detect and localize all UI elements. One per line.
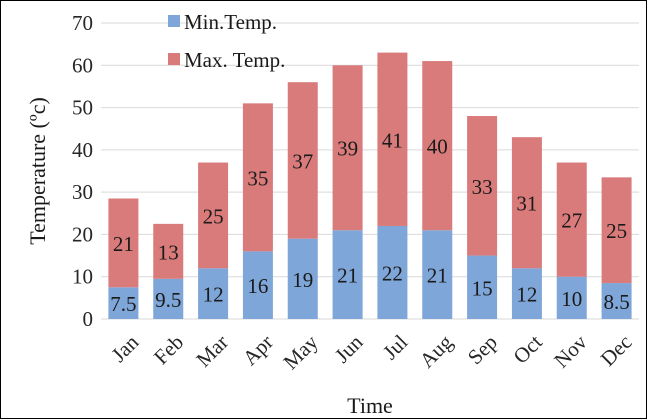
- bar-min-apr: [242, 251, 273, 319]
- x-tick-label: Aug: [415, 330, 458, 373]
- bar-min-mar: [198, 268, 229, 319]
- bar-min-aug: [422, 230, 453, 319]
- data-label: 19: [292, 268, 313, 292]
- bar-max-sep: [467, 116, 498, 256]
- bar-max-nov: [556, 162, 587, 277]
- data-label: 40: [427, 135, 448, 159]
- data-label: 35: [247, 166, 268, 190]
- bar-max-jun: [332, 65, 363, 231]
- data-label: 31: [516, 192, 537, 216]
- x-tick-label: May: [278, 330, 323, 375]
- data-label: 7.5: [110, 292, 136, 316]
- data-label: 9.5: [155, 288, 181, 312]
- x-tick-label: Mar: [191, 330, 233, 372]
- x-axis-ticks: Jan Feb Mar Apr May Jun Jul Aug Sep Oct Nov Dec: [107, 330, 637, 375]
- bar-max-dec: [601, 177, 632, 284]
- y-axis-ticks: 0 10 20 30 40 50 60 70: [72, 11, 93, 331]
- x-tick-label: Oct: [508, 330, 547, 369]
- data-label: 12: [203, 283, 224, 307]
- y-tick-label: 0: [83, 307, 94, 331]
- bar-max-jul: [377, 52, 408, 226]
- data-label: 21: [113, 232, 134, 256]
- y-tick-label: 20: [72, 222, 93, 246]
- data-label: 41: [382, 128, 403, 152]
- y-tick-label: 10: [72, 265, 93, 289]
- bar-max-may: [287, 82, 318, 239]
- data-label: 21: [337, 264, 358, 288]
- bar-max-apr: [242, 103, 273, 252]
- x-tick-label: Jun: [330, 330, 368, 368]
- y-tick-label: 40: [72, 138, 93, 162]
- y-tick-label: 60: [72, 53, 93, 77]
- data-label: 21: [427, 264, 448, 288]
- data-label: 16: [247, 274, 268, 298]
- legend-swatch-max: [168, 53, 180, 65]
- y-tick-label: 70: [72, 11, 93, 35]
- bar-min-jul: [377, 225, 408, 319]
- bar-min-sep: [467, 255, 498, 319]
- bar-min-nov: [556, 276, 587, 319]
- data-label: 22: [382, 261, 403, 285]
- bar-min-feb: [153, 278, 184, 319]
- bars: 7.5 21 9.5 13 12 25 16 35 19 37 21 39 22 41 21 40 15 33 12…: [108, 52, 632, 319]
- data-label: 15: [472, 276, 493, 300]
- y-tick-label: 30: [72, 180, 93, 204]
- y-axis-title: Temperature (ºc): [25, 97, 50, 245]
- x-axis-title: Time: [347, 393, 393, 418]
- bar-max-oct: [511, 137, 542, 269]
- bar-min-may: [287, 238, 318, 319]
- data-label: 33: [472, 175, 493, 199]
- bar-min-dec: [601, 283, 632, 319]
- data-label: 39: [337, 137, 358, 161]
- data-label: 37: [292, 149, 313, 173]
- legend: Min.Temp. Max. Temp.: [168, 10, 285, 72]
- y-tick-label: 50: [72, 96, 93, 120]
- bar-max-feb: [153, 223, 184, 279]
- x-tick-label: Nov: [549, 330, 592, 373]
- data-label: 13: [158, 240, 179, 264]
- legend-label-max: Max. Temp.: [184, 48, 285, 72]
- bar-min-jun: [332, 230, 363, 319]
- bar-max-jan: [108, 198, 139, 288]
- x-tick-label: Jul: [378, 330, 412, 364]
- data-label: 10: [561, 287, 582, 311]
- bar-min-jan: [108, 287, 139, 319]
- bar-max-mar: [198, 162, 229, 269]
- data-label: 27: [561, 209, 582, 233]
- data-label: 25: [203, 204, 224, 228]
- x-tick-label: Jan: [107, 330, 144, 367]
- x-tick-label: Sep: [463, 330, 502, 369]
- bar-min-oct: [511, 268, 542, 319]
- gridlines: [101, 22, 639, 320]
- data-label: 25: [606, 219, 627, 243]
- legend-label-min: Min.Temp.: [184, 10, 277, 34]
- x-tick-label: Feb: [149, 330, 188, 369]
- legend-swatch-min: [168, 15, 180, 27]
- x-tick-label: Dec: [596, 330, 637, 371]
- data-label: 8.5: [603, 290, 629, 314]
- x-tick-label: Apr: [238, 330, 278, 370]
- data-label: 12: [516, 283, 537, 307]
- bar-max-aug: [422, 61, 453, 231]
